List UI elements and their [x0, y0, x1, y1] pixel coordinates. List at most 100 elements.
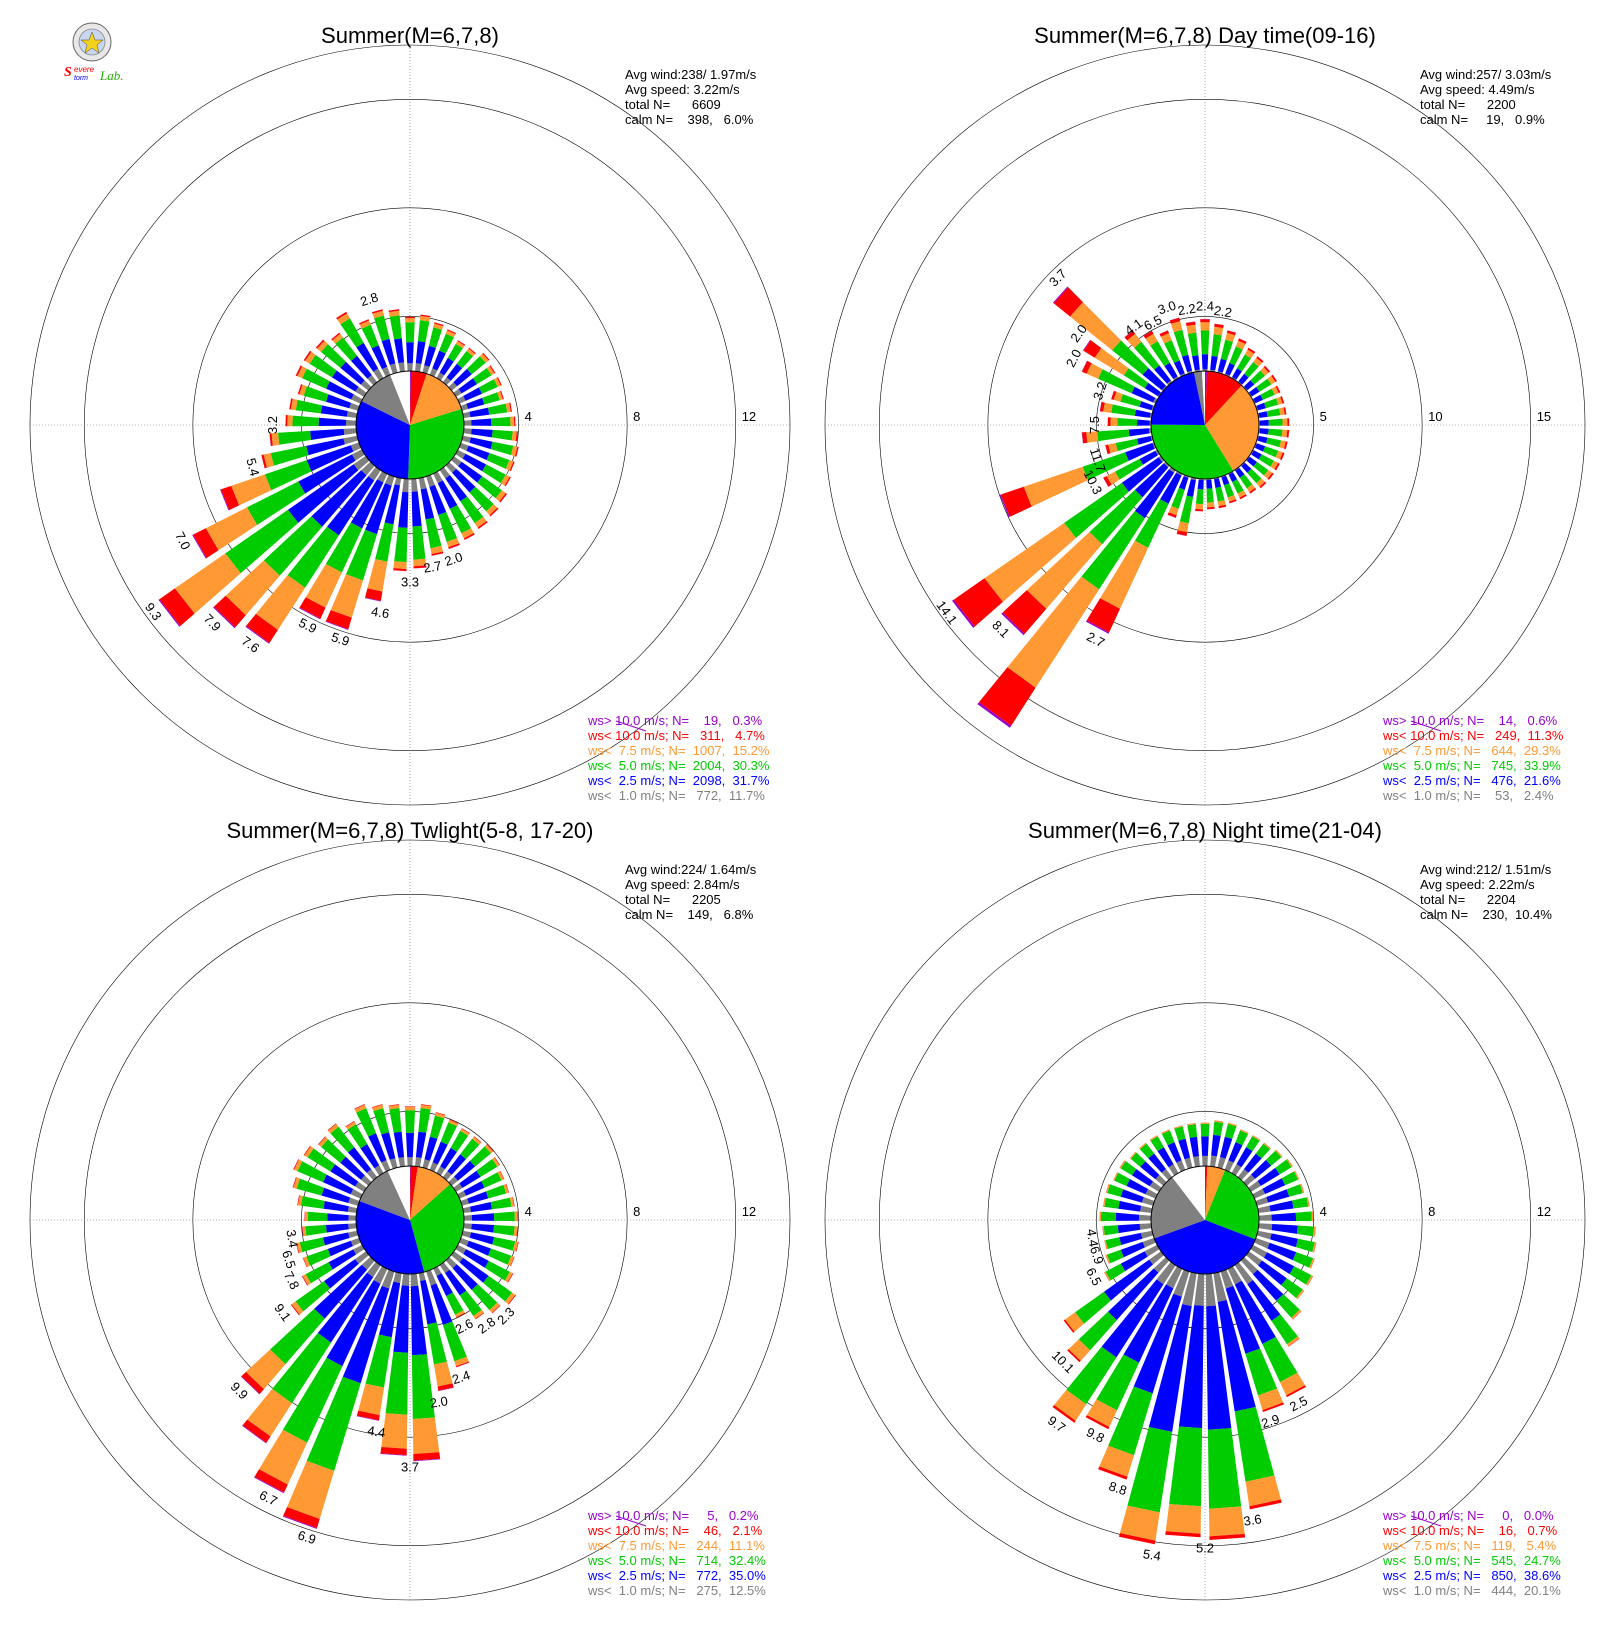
wind-bar-segment [351, 355, 372, 379]
wind-bar-segment [1161, 1129, 1170, 1134]
bar-value-label: 6.5 [279, 1248, 299, 1270]
wind-bar-segment [1260, 388, 1275, 400]
wind-bar-segment [375, 522, 394, 562]
bar-value-label: 5.9 [296, 615, 319, 637]
wind-bar-segment [1155, 449, 1160, 456]
wind-bar-segment [1169, 466, 1176, 473]
bar-value-label: 2.6 [453, 1315, 476, 1337]
wind-bar-segment [1214, 323, 1224, 328]
wind-bar-segment [1271, 1212, 1297, 1221]
wind-bar-segment [1173, 1269, 1190, 1297]
wind-bar-segment [1214, 478, 1222, 488]
legend-entry: ws< 5.0 m/s; N= 745, 33.9% [1382, 758, 1561, 773]
wind-bar-segment [225, 509, 299, 574]
chart-title: Summer(M=6,7,8) Night time(21-04) [1028, 818, 1382, 843]
wind-bar-segment [1170, 321, 1183, 333]
wind-bar-segment [394, 477, 402, 486]
wind-bar-segment [287, 415, 293, 427]
ring-label: 12 [742, 1204, 756, 1219]
wind-bar-segment [1307, 1197, 1310, 1207]
wind-bar-segment [350, 1189, 363, 1199]
wind-bar-segment [1268, 428, 1283, 437]
wind-bar-segment [473, 1309, 484, 1319]
wind-bar-segment [461, 1128, 470, 1134]
pie-slice [1205, 1166, 1226, 1220]
wind-bar-segment [1220, 339, 1233, 361]
wind-bar-segment [461, 1128, 470, 1134]
svg-text:S: S [64, 65, 72, 80]
pie-outline [355, 1165, 465, 1275]
wind-bar-segment [466, 397, 485, 409]
wind-bar-segment [1171, 487, 1185, 509]
stats-line: Avg wind:212/ 1.51m/s [1420, 862, 1552, 877]
wind-bar-segment [348, 1223, 357, 1230]
wind-bar-segment [512, 1197, 515, 1207]
wind-bar-segment [1125, 442, 1155, 461]
bar-value-label: 2.0 [429, 1393, 449, 1411]
wind-bar-segment [405, 316, 415, 319]
wind-bar-segment [510, 416, 515, 427]
bar-value-label: 5.9 [330, 629, 352, 649]
wind-bar-segment [335, 337, 358, 361]
wind-bar-segment [213, 606, 236, 629]
wind-bar-segment [1155, 1174, 1167, 1186]
wind-bar-segment [418, 1272, 426, 1281]
wind-bar-segment [1292, 1197, 1309, 1209]
wind-bar-segment [1101, 1279, 1164, 1358]
wind-bar-segment [373, 1108, 390, 1135]
legend-entry: ws> 10.0 m/s; N= 19, 0.3% [587, 713, 763, 728]
wind-bar-segment [1133, 1293, 1182, 1394]
bar-value-label: 4.4 [366, 1423, 386, 1441]
wind-bar-segment [1192, 355, 1200, 371]
wind-bar-segment [420, 488, 435, 520]
wind-bar-segment [393, 1131, 405, 1158]
wind-bar-segment [348, 1230, 359, 1238]
wind-bar-segment [1102, 1226, 1105, 1236]
wind-bar-segment [457, 1190, 467, 1199]
wind-bar-segment [1105, 1183, 1109, 1193]
wind-bar-segment [288, 464, 359, 523]
wind-bar-segment [336, 311, 347, 319]
legend-entry: ws> 10.0 m/s; N= 14, 0.6% [1382, 713, 1558, 728]
wind-bar-segment [331, 370, 359, 392]
wind-bar-segment [459, 1237, 469, 1246]
wind-bar-segment [293, 1159, 299, 1170]
wind-bar-segment [321, 1139, 346, 1163]
wind-bar-segment [1245, 1475, 1281, 1507]
wind-bar-segment [1260, 367, 1269, 376]
wind-bar-segment [474, 516, 487, 528]
wind-bar-segment [1225, 1285, 1261, 1354]
wind-bar-segment [1134, 341, 1160, 370]
wind-bar-segment [410, 1285, 427, 1356]
wind-bar-segment [1285, 441, 1288, 450]
wind-bar-segment [1244, 362, 1259, 378]
wind-bar-segment [1205, 1273, 1216, 1307]
wind-bar-segment [388, 310, 400, 317]
wind-bar-segment [1281, 453, 1285, 461]
wind-bar-segment [292, 415, 319, 427]
wind-bar-segment [302, 1274, 311, 1286]
wind-bar-segment [455, 449, 466, 459]
wind-bar-segment [311, 470, 367, 527]
wind-bar-segment [456, 1362, 470, 1368]
wind-bar-segment [429, 1162, 438, 1172]
wind-bar-segment [475, 1313, 485, 1320]
ring-label: 4 [525, 409, 532, 424]
wind-bar-segment [1173, 329, 1189, 357]
wind-bar-segment [1232, 479, 1244, 494]
wind-bar-segment [1185, 321, 1196, 323]
wind-bar-segment [1218, 504, 1227, 509]
wind-bar-segment [420, 1279, 437, 1325]
wind-bar-segment [490, 365, 496, 373]
wind-bar-segment [452, 468, 476, 493]
wind-bar-segment [1250, 370, 1265, 385]
wind-bar-segment [306, 1376, 361, 1471]
wind-bar-segment [192, 534, 207, 559]
wind-bar-segment [494, 1157, 501, 1166]
wind-bar-segment [471, 1213, 495, 1221]
wind-bar-segment [1248, 1181, 1261, 1192]
wind-bar-segment [984, 522, 1076, 602]
wind-bar-segment [1244, 380, 1255, 391]
pie-slice [1201, 371, 1205, 425]
wind-bar-segment [271, 432, 280, 446]
